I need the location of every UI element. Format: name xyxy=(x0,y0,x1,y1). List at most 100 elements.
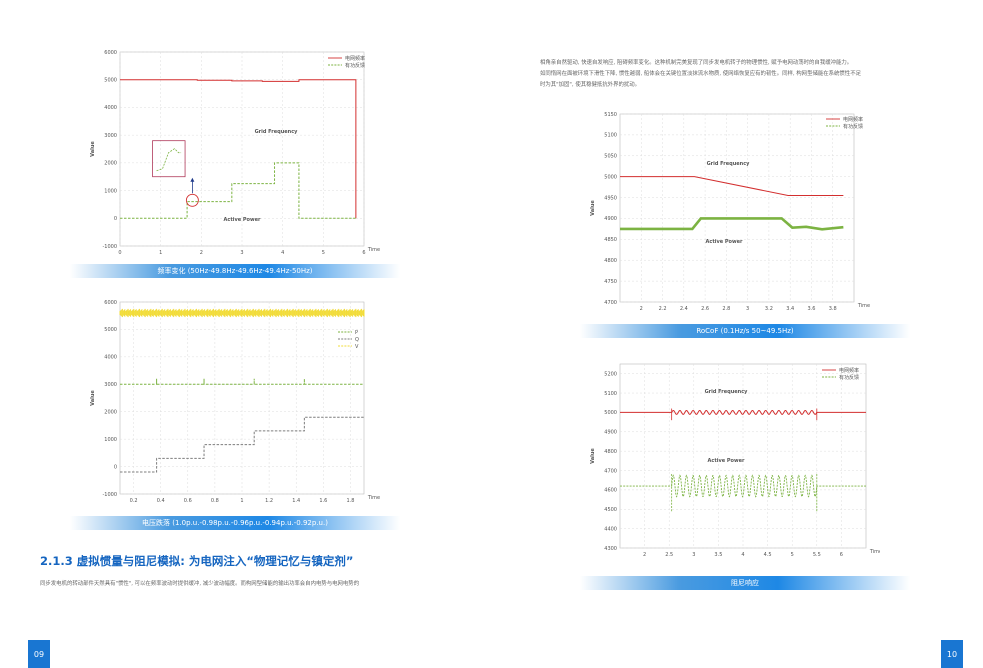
intro-line-1: 相角亲自然驱动, 快速自发响应, 阻碍频率变化。这种机制完美复现了同步发电机转子… xyxy=(540,60,853,66)
series-V xyxy=(119,308,365,318)
section-title: 2.1.3 虚拟惯量与阻尼模拟: 为电网注入“物理记忆与镇定剂” xyxy=(40,554,354,568)
chart-svg-damping: 4300 4400 4500 4600 4700 4800 4900 5000 5100 5200… xyxy=(590,363,880,558)
x-axis-label: Time xyxy=(367,495,380,501)
y-tick-label: 5000 xyxy=(104,327,117,333)
x-tick-label: 2.5 xyxy=(665,552,673,558)
y-tick-label: 5150 xyxy=(604,112,617,118)
x-tick-label: 2 xyxy=(643,552,646,558)
legend-label: 电网频率 xyxy=(839,367,859,374)
series-有功反馈 xyxy=(620,474,866,498)
x-tick-label: 3.5 xyxy=(714,552,722,558)
x-tick-label: 3.2 xyxy=(765,306,773,312)
y-tick-label: 4800 xyxy=(604,449,617,455)
x-tick-label: 0.8 xyxy=(211,498,219,504)
x-axis-label: Time xyxy=(857,303,870,309)
legend-label: 有功反馈 xyxy=(843,123,863,130)
inset-box xyxy=(152,140,186,178)
annotation-label: Active Power xyxy=(224,217,261,223)
x-tick-label: 0.2 xyxy=(130,498,138,504)
y-tick-label: -1000 xyxy=(102,244,117,250)
legend-label: 有功反馈 xyxy=(839,374,859,381)
y-tick-label: 5200 xyxy=(604,371,617,377)
series-有功反馈 xyxy=(120,162,356,219)
series-电网频率 xyxy=(620,409,866,415)
y-tick-label: 5100 xyxy=(604,391,617,397)
y-tick-label: 5050 xyxy=(604,154,617,160)
x-tick-label: 1 xyxy=(240,498,243,504)
x-tick-label: 2.2 xyxy=(659,306,667,312)
x-tick-label: 1.6 xyxy=(319,498,327,504)
y-tick-label: 2000 xyxy=(104,410,117,416)
x-tick-label: 2.6 xyxy=(701,306,709,312)
y-tick-label: 4600 xyxy=(604,488,617,494)
page-number-left: 09 xyxy=(28,640,50,668)
y-tick-label: 5100 xyxy=(604,133,617,139)
legend-label: V xyxy=(355,344,359,350)
x-tick-label: 2.8 xyxy=(722,306,730,312)
intro-line-2: 如同惰网在面被环境下滑性下降, 惯性越弱, 船体会在关键位置淡抹流水物质, 使网… xyxy=(540,71,861,77)
annotation-label: Active Power xyxy=(706,239,743,245)
inset-arrowhead xyxy=(190,177,195,182)
series-电网频率 xyxy=(620,176,844,196)
chart-svg-rocof: 4700 4750 4800 4850 4900 4950 5000 5050 5100 5150… xyxy=(590,112,870,312)
annotation-label: Grid Frequency xyxy=(255,129,299,135)
x-tick-label: 0.6 xyxy=(184,498,192,504)
annotation-label: Active Power xyxy=(708,458,745,464)
x-tick-label: 2 xyxy=(640,306,643,312)
x-tick-label: 2.4 xyxy=(680,306,688,312)
chart-rocof: 4700 4750 4800 4850 4900 4950 5000 5050 5100 5150… xyxy=(570,104,880,318)
y-axis-label: Value xyxy=(90,141,96,157)
y-tick-label: 4700 xyxy=(604,300,617,306)
legend-label: Q xyxy=(355,337,359,343)
caption-voltage-sag: 电压跌落 (1.0p.u.-0.98p.u.-0.96p.u.-0.94p.u.… xyxy=(70,516,400,530)
x-tick-label: 6 xyxy=(362,250,365,256)
y-axis-label: Value xyxy=(590,200,596,216)
series-电网频率 xyxy=(120,79,357,219)
x-tick-label: 4 xyxy=(281,250,284,256)
x-tick-label: 1.8 xyxy=(346,498,354,504)
y-tick-label: 4700 xyxy=(604,468,617,474)
y-axis-label: Value xyxy=(90,390,96,406)
series-P xyxy=(120,378,364,385)
x-tick-label: 6 xyxy=(840,552,843,558)
y-tick-label: 2000 xyxy=(104,161,117,167)
y-tick-label: 0 xyxy=(114,464,117,470)
y-tick-label: 5000 xyxy=(604,174,617,180)
series-Q xyxy=(120,416,364,473)
caption-rocof: RoCoF (0.1Hz/s 50~49.5Hz) xyxy=(580,324,910,338)
y-tick-label: 4300 xyxy=(604,546,617,552)
annotation-label: Grid Frequency xyxy=(705,389,749,395)
x-tick-label: 3.8 xyxy=(829,306,837,312)
caption-frequency-change: 频率变化 (50Hz-49.8Hz-49.6Hz-49.4Hz-50Hz) xyxy=(70,264,400,278)
x-tick-label: 5.5 xyxy=(813,552,821,558)
y-tick-label: 3000 xyxy=(104,382,117,388)
legend-label: P xyxy=(355,330,358,336)
legend: PQV xyxy=(338,330,359,350)
intro-paragraph: 相角亲自然驱动, 快速自发响应, 阻碍频率变化。这种机制完美复现了同步发电机转子… xyxy=(540,58,960,91)
y-tick-label: 4000 xyxy=(104,105,117,111)
chart-svg-voltage_sag: -1000 0 1000 2000 3000 4000 5000 6000 0.2 0.4 0.6 0… xyxy=(90,300,380,504)
legend-label: 电网频率 xyxy=(345,55,365,62)
x-tick-label: 3.6 xyxy=(807,306,815,312)
highlight-circle xyxy=(185,193,199,207)
y-tick-label: 4400 xyxy=(604,526,617,532)
series-有功反馈 xyxy=(620,217,844,231)
section-body: 同步发电机的转动部件天然具有"惯性", 可以在频率波动时提供缓冲, 减少波动幅度… xyxy=(40,581,360,587)
x-tick-label: 1 xyxy=(159,250,162,256)
plot-area xyxy=(619,113,855,303)
intro-line-3: 时为其"加固", 使其稳健抵抗外界的扰动。 xyxy=(540,82,641,88)
y-axis-label: Value xyxy=(590,448,596,464)
y-tick-label: 4850 xyxy=(604,237,617,243)
inset-curve xyxy=(156,148,182,172)
y-tick-label: 4900 xyxy=(604,216,617,222)
y-tick-label: 1000 xyxy=(104,437,117,443)
x-tick-label: 1.4 xyxy=(292,498,300,504)
chart-damping: 4300 4400 4500 4600 4700 4800 4900 5000 5100 5200… xyxy=(570,356,880,570)
x-tick-label: 5 xyxy=(791,552,794,558)
x-axis-label: Time xyxy=(367,247,380,253)
x-tick-label: 3.4 xyxy=(786,306,794,312)
